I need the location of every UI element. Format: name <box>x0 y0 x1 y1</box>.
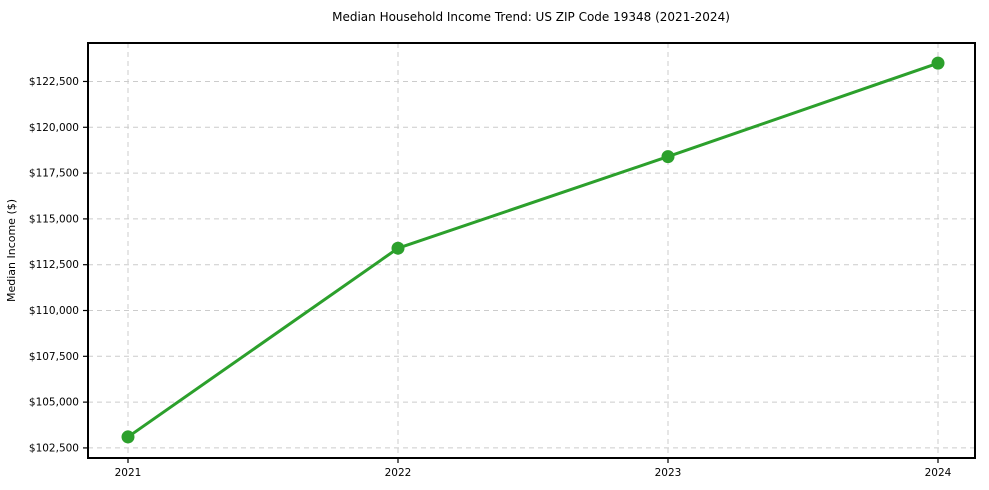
y-tick-label: $107,500 <box>29 351 79 363</box>
data-point-2022 <box>391 241 405 255</box>
y-axis-label: Median Income ($) <box>5 199 18 302</box>
y-tick-label: $122,500 <box>29 76 79 88</box>
y-tick-label: $102,500 <box>29 442 79 454</box>
data-point-2023 <box>661 150 675 164</box>
y-tick-label: $117,500 <box>29 168 79 180</box>
chart-title: Median Household Income Trend: US ZIP Co… <box>332 10 730 24</box>
y-tick-label: $120,000 <box>29 122 79 134</box>
y-tick-label: $112,500 <box>29 259 79 271</box>
plot-area: $102,500 $105,000 $107,500 $110,000 $112,500… <box>29 42 976 479</box>
y-tick-label: $110,000 <box>29 305 79 317</box>
plot-box <box>87 42 976 459</box>
data-point-2024 <box>931 56 945 70</box>
y-tick-label: $115,000 <box>29 213 79 225</box>
x-tick-label: 2021 <box>115 467 142 479</box>
x-tick-label: 2022 <box>385 467 412 479</box>
data-point-2021 <box>121 430 135 444</box>
x-tick-label: 2023 <box>655 467 682 479</box>
y-tick-label: $105,000 <box>29 397 79 409</box>
trend-line <box>126 61 940 439</box>
x-tick-label: 2024 <box>925 467 952 479</box>
